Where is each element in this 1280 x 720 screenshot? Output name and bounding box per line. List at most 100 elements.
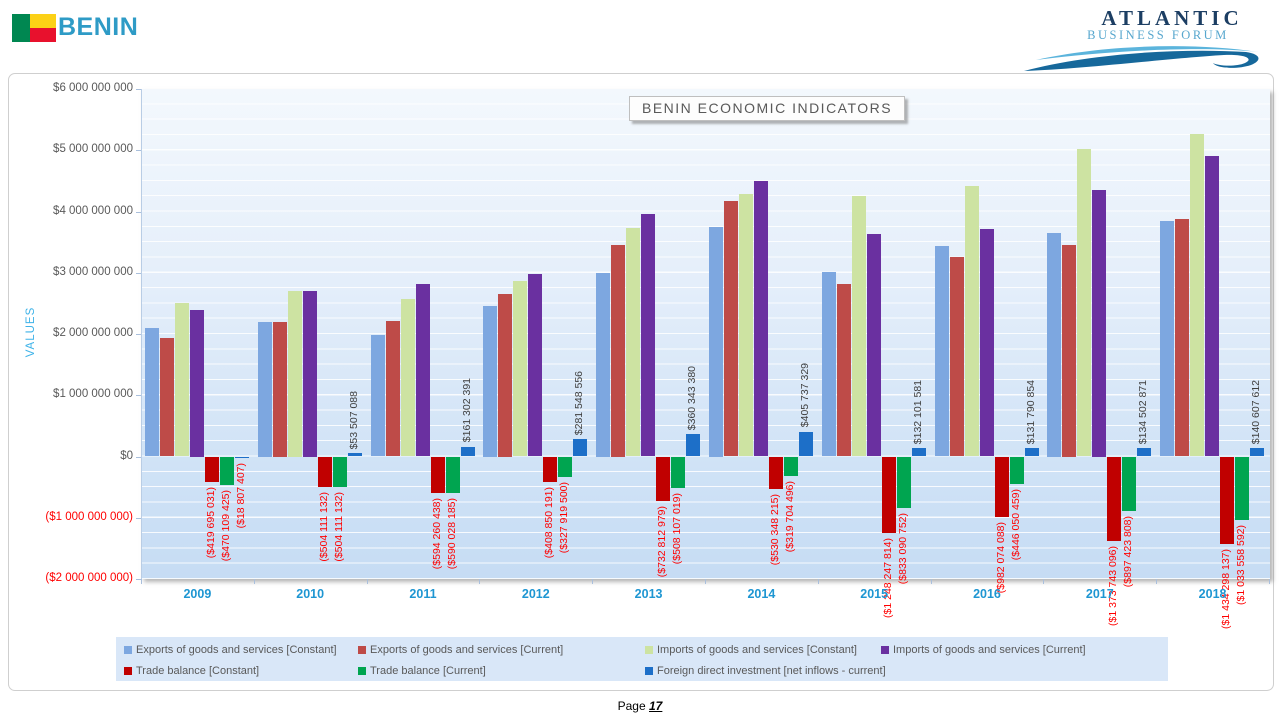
data-label: ($319 704 496)	[784, 481, 796, 553]
legend-label: Exports of goods and services [Constant]	[136, 644, 337, 656]
data-label: ($732 812 979)	[656, 506, 669, 578]
x-axis-tick-mark	[592, 579, 594, 584]
data-label: $405 737 329	[799, 363, 811, 428]
y-axis-tick-mark	[136, 334, 141, 335]
x-axis-tick-mark	[1156, 579, 1158, 584]
data-label: ($594 260 438)	[430, 497, 443, 570]
bar-2015-series5	[896, 456, 911, 508]
x-axis-year-label: 2017	[1085, 587, 1114, 601]
data-label: $161 302 391	[460, 378, 473, 443]
bar-2012-series1	[498, 294, 513, 457]
bar-2018-series1	[1175, 218, 1190, 457]
bar-2016-series2	[964, 186, 979, 457]
y-axis-tick-mark	[136, 89, 141, 90]
bar-2013-series3	[641, 213, 656, 457]
y-axis-tick-mark	[136, 579, 141, 580]
x-axis-year-label: 2015	[860, 587, 889, 601]
data-label: ($18 807 407)	[235, 462, 247, 529]
bar-2010-series6	[347, 453, 362, 457]
brand-name: BENIN	[58, 13, 139, 41]
bar-2014-series5	[784, 456, 798, 477]
bar-2010-series0	[257, 321, 272, 457]
bar-2016-series3	[979, 229, 994, 457]
data-label: $134 502 871	[1137, 380, 1150, 445]
data-label: $132 101 581	[911, 380, 924, 445]
bar-2013-series6	[686, 434, 701, 457]
legend-label: Trade balance [Current]	[370, 665, 486, 677]
legend-item: Exports of goods and services [Current]	[358, 640, 563, 660]
data-label: ($833 090 752)	[896, 512, 909, 584]
bar-2012-series4	[543, 456, 558, 482]
bar-2011-series0	[370, 335, 385, 457]
y-axis-tick-label: $1 000 000 000	[53, 388, 133, 401]
y-axis-tick-label: $2 000 000 000	[53, 327, 133, 339]
bar-2009-series3	[190, 309, 204, 457]
page-number: 17	[649, 699, 663, 713]
bar-2017-series4	[1107, 456, 1122, 541]
x-axis-tick-mark	[253, 579, 255, 584]
bar-2012-series5	[558, 456, 573, 477]
legend-item: Foreign direct investment [net inflows -…	[645, 661, 886, 681]
bar-2014-series0	[709, 226, 723, 457]
legend-swatch-icon	[645, 667, 653, 675]
y-axis-tick-label: $6 000 000 000	[53, 82, 133, 94]
data-label: ($1 248 247 814)	[881, 537, 894, 618]
bar-2013-series0	[596, 272, 611, 457]
data-label: ($419 695 031)	[205, 487, 217, 559]
data-label: $131 790 854	[1024, 380, 1037, 445]
bar-2013-series2	[626, 228, 641, 457]
atlantic-business-forum-logo: ATLANTIC BUSINESS FORUM	[1022, 6, 1266, 75]
flag-red-band	[29, 27, 56, 42]
bar-2009-series1	[160, 338, 174, 457]
bar-2014-series4	[769, 456, 783, 489]
legend-item: Exports of goods and services [Constant]	[124, 640, 337, 660]
x-axis-year-label: 2009	[183, 587, 212, 601]
bar-2017-series1	[1062, 245, 1077, 457]
x-axis-tick-mark	[1043, 579, 1045, 584]
bar-2016-series1	[949, 256, 964, 457]
bar-2009-series4	[205, 456, 219, 483]
bar-2015-series4	[881, 456, 896, 533]
bar-2010-series4	[317, 456, 332, 488]
bar-2016-series0	[934, 246, 949, 457]
x-axis-tick-mark	[366, 579, 368, 584]
bar-2010-series1	[272, 321, 287, 457]
data-label: $140 607 612	[1250, 379, 1263, 444]
bar-2009-series5	[220, 456, 234, 486]
x-axis-tick-mark	[479, 579, 481, 584]
bar-2013-series5	[671, 456, 686, 488]
bar-2012-series3	[528, 273, 543, 457]
bar-2012-series0	[483, 306, 498, 457]
bar-2013-series4	[656, 456, 671, 502]
y-axis-tick-mark	[136, 456, 141, 458]
bar-2018-series5	[1235, 456, 1250, 520]
bar-2014-series3	[754, 181, 768, 457]
bar-2018-series4	[1220, 456, 1235, 545]
bar-2014-series2	[739, 194, 753, 457]
bar-2014-series6	[799, 431, 813, 457]
x-axis-year-label: 2010	[296, 587, 325, 601]
x-axis-year-label: 2018	[1198, 587, 1227, 601]
bar-2015-series0	[821, 272, 836, 457]
bar-2010-series5	[332, 456, 347, 488]
y-axis-tick-label: $3 000 000 000	[53, 265, 133, 278]
bar-2009-series6	[235, 456, 249, 458]
bar-2015-series2	[851, 195, 866, 457]
data-label: ($504 111 132)	[317, 492, 330, 563]
benin-flag-icon	[12, 13, 56, 42]
legend-swatch-icon	[358, 667, 366, 675]
legend-item: Imports of goods and services [Current]	[881, 640, 1086, 660]
legend-item: Trade balance [Constant]	[124, 661, 259, 681]
legend-label: Imports of goods and services [Constant]	[657, 644, 857, 656]
bar-2018-series0	[1160, 221, 1175, 457]
y-axis-tick-label: ($1 000 000 000)	[45, 510, 133, 523]
bar-2011-series1	[385, 320, 400, 457]
bar-2018-series3	[1205, 155, 1220, 457]
legend-swatch-icon	[358, 646, 366, 654]
bar-2010-series3	[302, 291, 317, 457]
data-label: ($408 850 191)	[543, 486, 556, 558]
page-header: BENIN ATLANTIC BUSINESS FORUM	[0, 0, 1280, 72]
x-axis-year-label: 2014	[747, 587, 776, 601]
y-axis-tick-mark	[136, 517, 141, 519]
data-label: ($470 109 425)	[220, 490, 232, 562]
